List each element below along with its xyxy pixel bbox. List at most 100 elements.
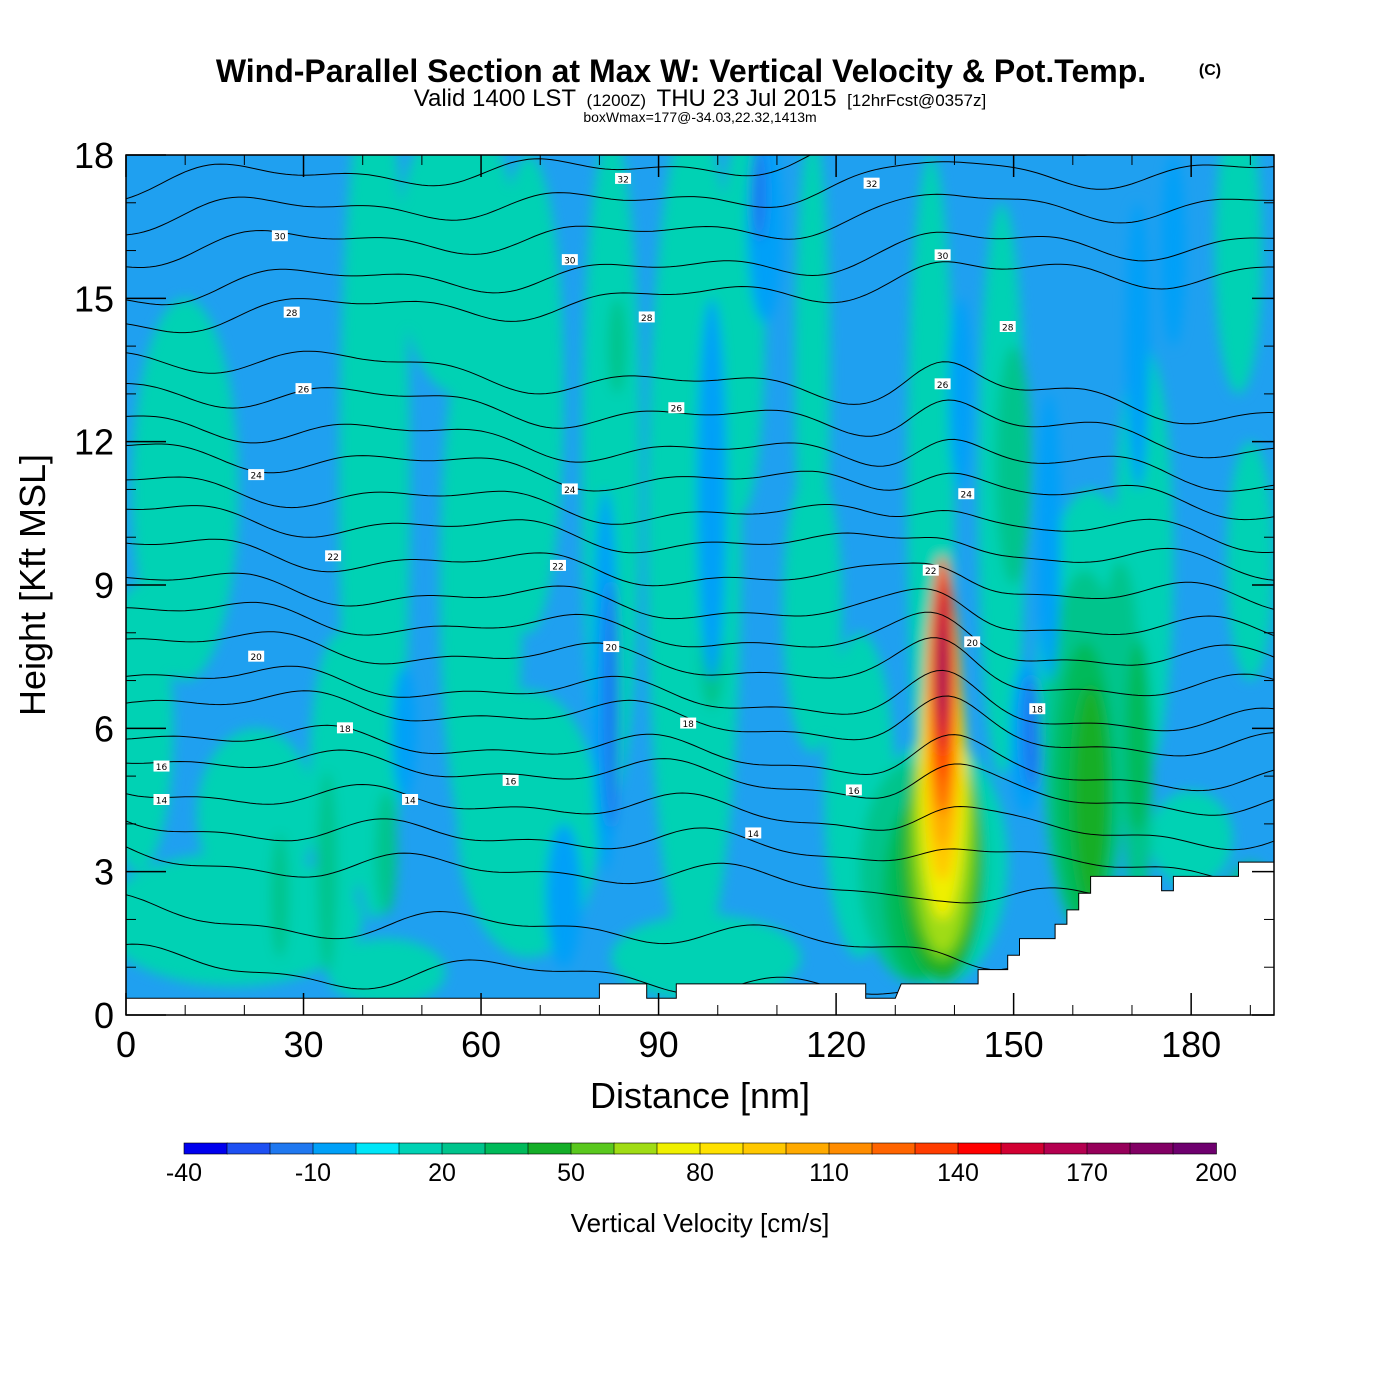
x-tick-label: 30 — [284, 1024, 324, 1065]
theta-label-text: 28 — [286, 309, 298, 319]
colorbar-swatch — [484, 1142, 529, 1155]
theta-contour-line — [126, 690, 1274, 757]
theta-contour-line — [126, 261, 1274, 334]
theta-label-text: 14 — [404, 797, 416, 807]
subtitle-box-info: boxWmax=177@-34.03,22.32,1413m — [583, 109, 816, 125]
theta-label-text: 26 — [937, 381, 949, 391]
theta-label-text: 18 — [682, 720, 694, 730]
theta-contour-line — [126, 383, 1274, 459]
theta-label-bg — [153, 794, 170, 805]
x-tick-label: 90 — [639, 1024, 679, 1065]
theta-label-bg — [153, 760, 170, 772]
velocity-cell — [317, 771, 337, 973]
colorbar-label: 170 — [1066, 1159, 1108, 1187]
theta-contour-label: 16 — [153, 760, 170, 773]
theta-label-bg — [271, 230, 288, 242]
velocity-cell — [392, 666, 416, 800]
theta-label-bg — [863, 177, 880, 189]
colorbar-label: 20 — [428, 1159, 456, 1187]
theta-label-bg — [1029, 703, 1046, 715]
x-axis: 0 30 60 90 120 150 180 — [116, 155, 1251, 1065]
theta-contour-labels: 32 32 30 30 30 28 28 28 26 26 26 24 24 24 22 22 22 20 20 20… — [153, 172, 1046, 840]
theta-label-text: 18 — [1032, 706, 1044, 716]
velocity-cell — [603, 580, 619, 829]
y-tick-label: 3 — [94, 852, 114, 893]
velocity-cell — [1226, 441, 1274, 681]
x-tick-label: 120 — [806, 1024, 866, 1065]
theta-contour-label: 14 — [745, 827, 762, 840]
theta-label-bg — [615, 172, 632, 184]
subtitle-valid: Valid 1400 LST — [414, 85, 577, 112]
theta-contour-label: 22 — [549, 559, 566, 572]
colorbar-swatch — [1043, 1142, 1088, 1155]
x-tick-label: 150 — [984, 1024, 1044, 1065]
theta-contour-label: 22 — [922, 564, 939, 577]
velocity-cell — [375, 790, 398, 915]
theta-contour-label: 18 — [336, 722, 353, 735]
theta-contour-label: 32 — [615, 172, 632, 185]
colorbar-title: Vertical Velocity [cm/s] — [571, 1208, 830, 1238]
theta-label-text: 16 — [156, 763, 168, 773]
theta-contour-line — [126, 783, 1274, 851]
colorbar-label: 140 — [937, 1159, 979, 1187]
velocity-cell — [1072, 685, 1109, 906]
theta-label-text: 26 — [298, 386, 310, 396]
theta-contour-line — [126, 818, 1274, 885]
theta-label-text: 22 — [552, 562, 563, 572]
velocity-cell — [995, 346, 1032, 585]
velocity-cell — [126, 852, 363, 987]
colorbar-swatch — [656, 1142, 701, 1155]
theta-contour-label: 24 — [248, 469, 265, 482]
chart-subtitle: Valid 1400 LST (1200Z) THU 23 Jul 2015 [… — [414, 85, 986, 112]
title-copyright-mark: (C) — [1199, 62, 1221, 79]
theta-label-bg — [922, 564, 939, 576]
theta-label-text: 14 — [156, 797, 168, 807]
colorbar-label: 110 — [809, 1159, 849, 1187]
colorbar-swatch — [312, 1142, 357, 1155]
colorbar-swatch — [355, 1142, 400, 1155]
theta-label-bg — [934, 378, 951, 390]
theta-contour-line — [126, 443, 1274, 521]
theta-contour-line — [126, 415, 1274, 492]
theta-label-bg — [402, 794, 419, 805]
theta-contour-line — [126, 665, 1274, 732]
theta-label-text: 22 — [925, 567, 936, 577]
theta-label-bg — [549, 559, 566, 571]
theta-contour-label: 20 — [248, 650, 265, 663]
y-axis: 0 3 6 9 12 15 18 — [74, 135, 1274, 1036]
y-tick-label: 12 — [74, 422, 114, 463]
colorbar-label: -40 — [166, 1159, 202, 1187]
chart-title: Wind-Parallel Section at Max W: Vertical… — [216, 53, 1146, 89]
theta-contour-line — [126, 505, 1274, 581]
terrain-mask — [126, 861, 1274, 1015]
theta-label-bg — [325, 550, 342, 562]
theta-contour-label: 18 — [680, 717, 697, 730]
theta-label-text: 20 — [250, 653, 262, 663]
velocity-cell — [752, 155, 767, 241]
colorbar-label: -10 — [295, 1159, 331, 1187]
velocity-cell — [948, 298, 973, 490]
theta-label-bg — [964, 636, 981, 648]
theta-label-text: 32 — [866, 180, 877, 190]
vertical-velocity-field — [126, 155, 1274, 1006]
theta-contour-line — [126, 572, 1274, 637]
x-axis-title: Distance [nm] — [590, 1075, 810, 1116]
theta-contour-line — [126, 846, 1274, 919]
velocity-cell — [546, 823, 582, 968]
theta-contour-label: 22 — [325, 550, 342, 563]
theta-label-text: 30 — [937, 252, 949, 262]
theta-label-text: 24 — [250, 472, 262, 482]
y-tick-label: 0 — [94, 995, 114, 1036]
colorbar-swatch — [527, 1142, 572, 1155]
theta-label-bg — [668, 402, 685, 414]
theta-contours — [126, 155, 1274, 1015]
velocity-cell — [1126, 202, 1150, 490]
theta-label-bg — [680, 717, 697, 729]
theta-contour-label: 28 — [283, 306, 300, 319]
theta-contour-line — [126, 193, 1274, 268]
theta-label-text: 28 — [1002, 324, 1014, 334]
theta-label-bg — [999, 321, 1016, 332]
x-tick-label: 180 — [1161, 1024, 1221, 1065]
colorbar-swatch — [1172, 1142, 1217, 1155]
theta-contour-label: 30 — [561, 254, 578, 267]
